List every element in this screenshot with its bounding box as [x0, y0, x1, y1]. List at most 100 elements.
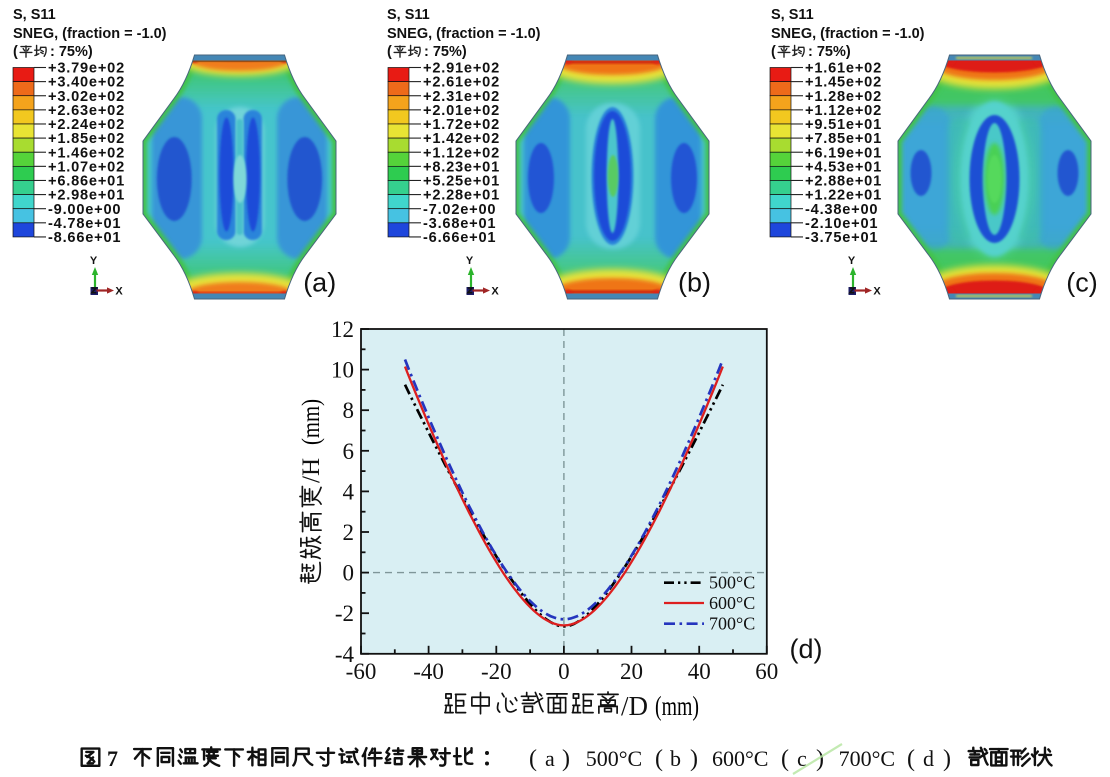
svg-text:(: (: [529, 746, 537, 772]
svg-text:S, S11: S, S11: [387, 7, 430, 23]
svg-text:+2.31e+02: +2.31e+02: [423, 89, 500, 105]
svg-text:-9.00e+00: -9.00e+00: [48, 202, 121, 218]
svg-text:700°C: 700°C: [709, 614, 755, 634]
svg-text:+1.12e+02: +1.12e+02: [423, 145, 500, 161]
svg-text:X: X: [115, 286, 123, 298]
svg-text:7: 7: [107, 746, 118, 771]
svg-text:+2.01e+02: +2.01e+02: [423, 103, 500, 119]
svg-text:40: 40: [688, 659, 711, 684]
svg-text:500°C: 500°C: [709, 573, 755, 593]
svg-text:Y: Y: [466, 255, 474, 267]
svg-text:+1.22e+01: +1.22e+01: [805, 188, 882, 204]
svg-text:8: 8: [343, 398, 355, 423]
svg-text:+2.63e+02: +2.63e+02: [48, 103, 125, 119]
svg-text:: 75%): : 75%): [50, 44, 93, 60]
svg-text:+3.40e+02: +3.40e+02: [48, 75, 125, 91]
svg-text:60: 60: [755, 659, 778, 684]
svg-text:+4.53e+01: +4.53e+01: [805, 159, 882, 175]
svg-text:-20: -20: [481, 659, 512, 684]
svg-text:X: X: [491, 286, 499, 298]
svg-text:600°C: 600°C: [712, 746, 768, 771]
svg-text:0: 0: [558, 659, 570, 684]
svg-text:SNEG, (fraction = -1.0): SNEG, (fraction = -1.0): [387, 26, 541, 42]
svg-text:+3.79e+02: +3.79e+02: [48, 61, 125, 77]
svg-text:-2.10e+01: -2.10e+01: [805, 216, 878, 232]
svg-text:+1.46e+02: +1.46e+02: [48, 145, 125, 161]
svg-text:10: 10: [331, 358, 354, 383]
svg-text:(b): (b): [678, 268, 711, 298]
svg-text:(: (: [387, 44, 392, 60]
svg-text:S, S11: S, S11: [13, 7, 56, 23]
svg-text:: 75%): : 75%): [808, 44, 851, 60]
svg-text:+1.45e+02: +1.45e+02: [805, 75, 882, 91]
svg-text:): ): [943, 746, 951, 772]
svg-text:-60: -60: [346, 659, 377, 684]
svg-text:+1.85e+02: +1.85e+02: [48, 131, 125, 147]
svg-text:4: 4: [343, 479, 355, 504]
svg-text:-8.66e+01: -8.66e+01: [48, 230, 121, 246]
svg-text:+2.88e+01: +2.88e+01: [805, 174, 882, 190]
svg-text:d: d: [923, 746, 934, 771]
svg-text:+9.51e+01: +9.51e+01: [805, 117, 882, 133]
svg-text:(: (: [907, 746, 915, 772]
svg-text:): ): [690, 746, 698, 772]
svg-text:X: X: [873, 286, 881, 298]
svg-text:+1.12e+02: +1.12e+02: [805, 103, 882, 119]
svg-text:(a): (a): [303, 268, 336, 298]
svg-text:-2: -2: [335, 601, 354, 626]
svg-text:SNEG, (fraction = -1.0): SNEG, (fraction = -1.0): [13, 26, 167, 42]
svg-text:+1.42e+02: +1.42e+02: [423, 131, 500, 147]
svg-text:-4: -4: [335, 642, 355, 667]
svg-text:+1.07e+02: +1.07e+02: [48, 159, 125, 175]
svg-text:2: 2: [343, 520, 355, 545]
svg-text:700°C: 700°C: [839, 746, 895, 771]
svg-text:0: 0: [343, 561, 355, 586]
svg-text:+5.25e+01: +5.25e+01: [423, 174, 500, 190]
svg-text:600°C: 600°C: [709, 593, 755, 613]
svg-text:/H: /H: [298, 458, 325, 483]
svg-text:12: 12: [331, 317, 354, 342]
svg-text:+6.19e+01: +6.19e+01: [805, 145, 882, 161]
svg-text:SNEG, (fraction = -1.0): SNEG, (fraction = -1.0): [771, 26, 925, 42]
svg-text:(: (: [781, 746, 789, 772]
svg-text:(d): (d): [790, 634, 823, 664]
svg-text:+3.02e+02: +3.02e+02: [48, 89, 125, 105]
svg-text:-7.02e+00: -7.02e+00: [423, 202, 496, 218]
svg-text:(c): (c): [1066, 268, 1097, 298]
svg-text:-4.38e+00: -4.38e+00: [805, 202, 878, 218]
svg-text:+2.61e+02: +2.61e+02: [423, 75, 500, 91]
svg-text:+2.24e+02: +2.24e+02: [48, 117, 125, 133]
svg-text:Y: Y: [90, 255, 98, 267]
svg-text:(: (: [13, 44, 18, 60]
svg-text:-3.75e+01: -3.75e+01: [805, 230, 878, 246]
svg-text:+2.91e+02: +2.91e+02: [423, 61, 500, 77]
svg-text:: 75%): : 75%): [424, 44, 467, 60]
svg-text:(: (: [655, 746, 663, 772]
svg-text:a: a: [545, 746, 555, 771]
svg-text:+7.85e+01: +7.85e+01: [805, 131, 882, 147]
svg-text:-6.66e+01: -6.66e+01: [423, 230, 496, 246]
svg-text:): ): [562, 746, 570, 772]
svg-text:+8.23e+01: +8.23e+01: [423, 159, 500, 175]
svg-text:+1.61e+02: +1.61e+02: [805, 61, 882, 77]
svg-text:+6.86e+01: +6.86e+01: [48, 174, 125, 190]
svg-text:b: b: [670, 746, 681, 771]
svg-text:+2.98e+01: +2.98e+01: [48, 188, 125, 204]
svg-text:500°C: 500°C: [586, 746, 642, 771]
svg-text:(mm): (mm): [655, 691, 699, 721]
svg-text:-4.78e+01: -4.78e+01: [48, 216, 121, 232]
svg-text:-3.68e+01: -3.68e+01: [423, 216, 496, 232]
svg-text:(: (: [771, 44, 776, 60]
svg-text:c: c: [797, 746, 807, 771]
svg-text:Y: Y: [848, 255, 856, 267]
svg-text:+1.28e+02: +1.28e+02: [805, 89, 882, 105]
svg-text:6: 6: [343, 439, 355, 464]
svg-text:S, S11: S, S11: [771, 7, 814, 23]
svg-text:/D: /D: [621, 691, 648, 721]
svg-text:+2.28e+01: +2.28e+01: [423, 188, 500, 204]
svg-text:+1.72e+02: +1.72e+02: [423, 117, 500, 133]
svg-text:-40: -40: [413, 659, 444, 684]
svg-text:20: 20: [620, 659, 643, 684]
svg-text:): ): [816, 746, 824, 772]
svg-text:(mm): (mm): [298, 399, 325, 445]
